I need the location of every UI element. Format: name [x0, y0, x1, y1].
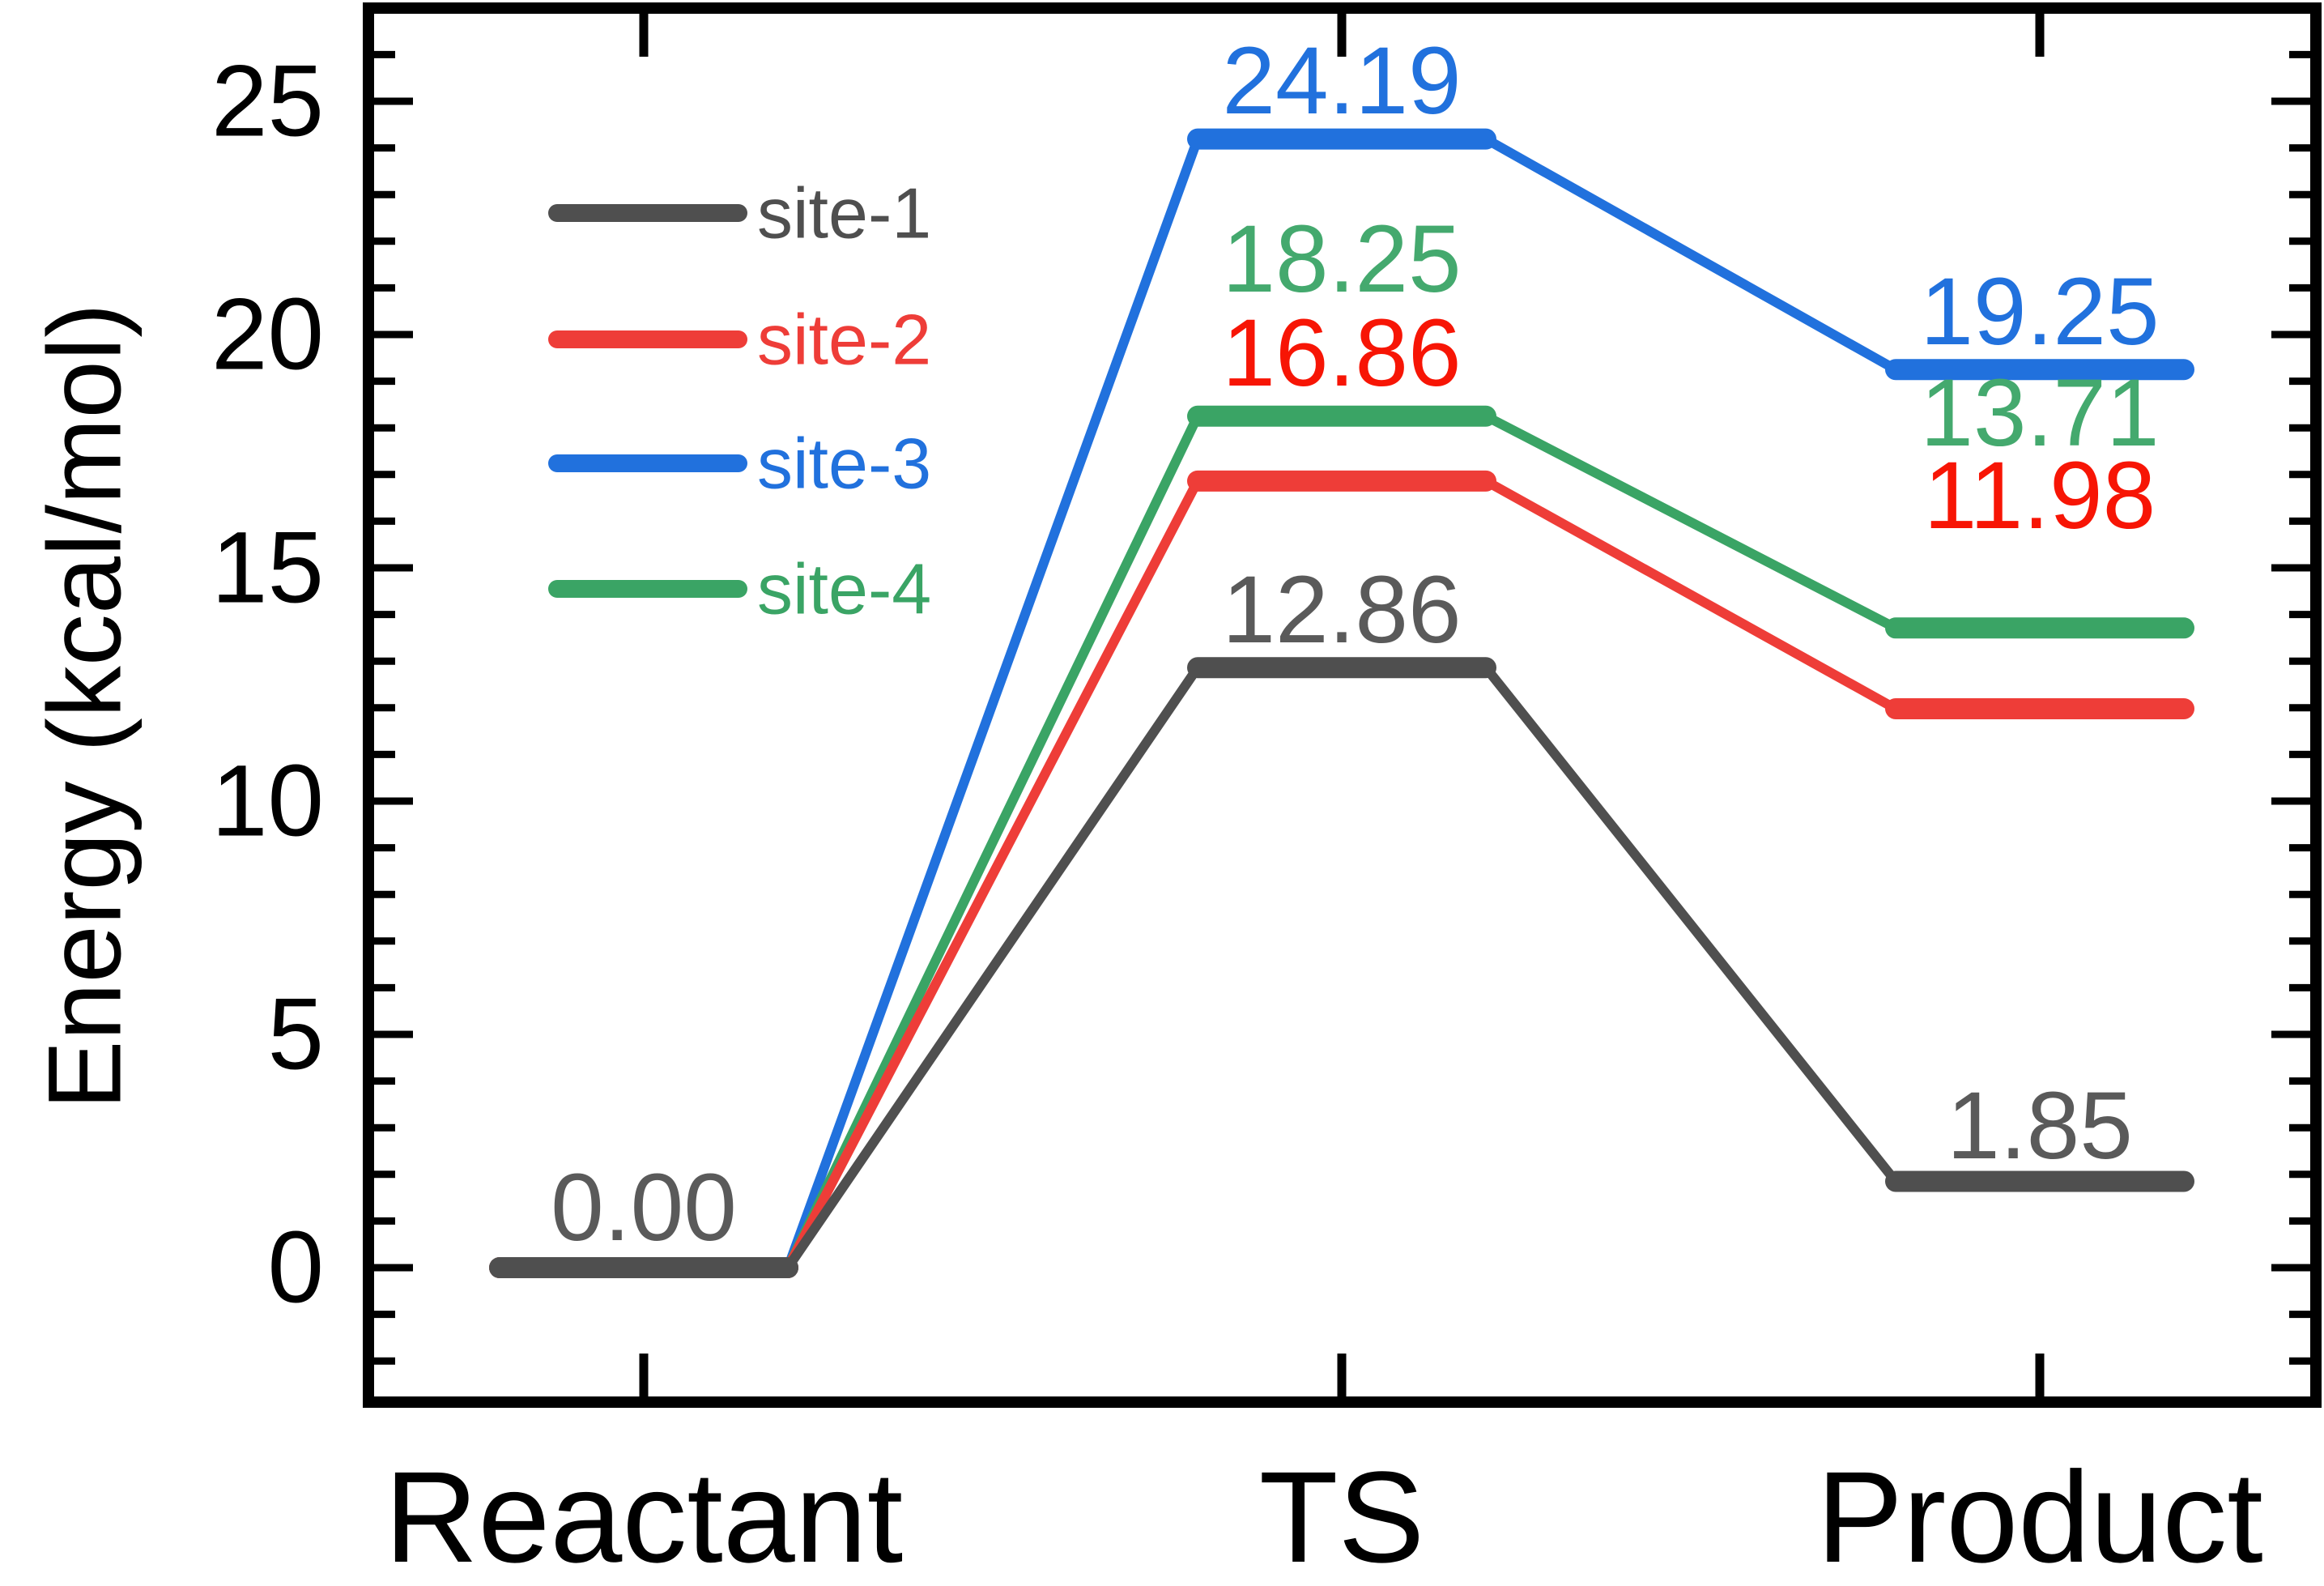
legend-item-site-1: site-1	[548, 173, 931, 254]
value-label-site-2-ts: 16.86	[1222, 300, 1461, 407]
series-connector-site-1	[1481, 663, 1900, 1187]
value-label-site-1-reactant: 0.00	[551, 1154, 737, 1261]
x-category-label-ts: TS	[1259, 1444, 1424, 1586]
series-connector-site-3	[783, 134, 1202, 1273]
x-category-label-reactant: Reactant	[385, 1444, 903, 1586]
y-tick-label-15: 15	[211, 512, 324, 625]
legend: site-1 site-2 site-3 site-4	[548, 173, 931, 629]
legend-item-site-3: site-3	[548, 424, 931, 504]
legend-label-site-1: site-1	[757, 173, 931, 254]
value-label-site-1-ts: 12.86	[1222, 556, 1461, 663]
series-connector-site-2	[1481, 475, 1900, 714]
y-tick-label-10: 10	[211, 745, 324, 858]
y-tick-label-5: 5	[267, 978, 324, 1091]
y-axis-title: Energy (kcal/mol)	[28, 303, 143, 1110]
value-label-site-4-ts: 18.25	[1222, 206, 1461, 313]
value-label-site-4-product: 13.71	[1920, 360, 2159, 467]
series-connector-site-4	[1481, 411, 1900, 633]
value-label-site-1-product: 1.85	[1947, 1072, 2133, 1179]
y-tick-label-20: 20	[211, 279, 324, 391]
axis-ticks-group	[368, 8, 2316, 1402]
series-connector-site-2	[783, 475, 1202, 1273]
legend-item-site-2: site-2	[548, 300, 931, 380]
series-connector-site-3	[1481, 134, 1900, 375]
y-tick-label-0: 0	[267, 1212, 324, 1324]
series-group	[489, 128, 2194, 1278]
legend-item-site-4: site-4	[548, 549, 931, 629]
value-label-site-2-product: 11.98	[1924, 442, 2156, 549]
legend-label-site-4: site-4	[757, 549, 931, 629]
series-connector-site-4	[783, 411, 1202, 1273]
y-tick-label-25: 25	[211, 45, 324, 158]
series-connector-site-1	[783, 663, 1202, 1273]
value-labels-group: 0.0024.1918.2516.8612.8619.2513.7111.981…	[551, 28, 2159, 1261]
series-site-1	[489, 657, 2194, 1278]
legend-label-site-2: site-2	[757, 300, 931, 380]
value-label-site-3-product: 19.25	[1920, 258, 2159, 365]
x-category-label-product: Product	[1816, 1444, 2262, 1586]
legend-label-site-3: site-3	[757, 424, 931, 504]
